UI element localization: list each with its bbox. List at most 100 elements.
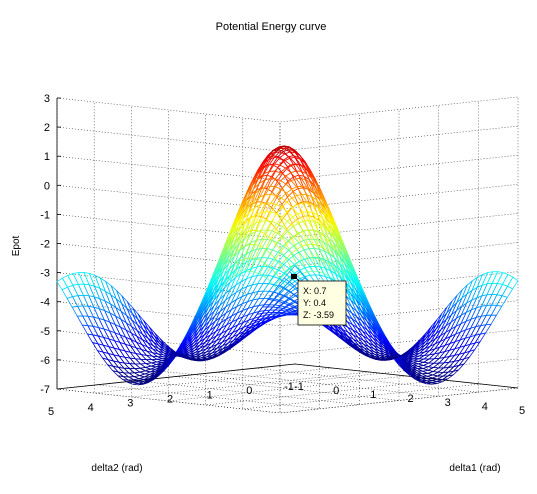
datatip-x: X: 0.7: [303, 286, 327, 296]
x-tick-label: 5: [519, 405, 525, 417]
z-tick-label: 2: [44, 122, 50, 134]
mesh-cell: [491, 271, 504, 284]
mesh-cell: [72, 283, 84, 296]
mesh-cell: [450, 306, 462, 324]
z-tick-label: 3: [44, 93, 50, 105]
y-tick-label: 4: [88, 402, 94, 414]
mesh-cell: [439, 328, 452, 343]
mesh-cell: [486, 271, 499, 285]
z-tick-label: 0: [44, 180, 50, 192]
mesh-cell: [485, 314, 498, 326]
grid-line-y: [294, 97, 519, 389]
z-tick-label: -3: [40, 268, 50, 280]
mesh-cell: [76, 305, 89, 317]
y-tick-label: 5: [48, 406, 54, 418]
mesh-cell: [277, 254, 290, 265]
mesh-cell: [496, 272, 509, 285]
mesh-cell: [220, 314, 233, 330]
datatip-box: [297, 280, 347, 326]
mesh-cell: [303, 248, 316, 259]
mesh-cell: [490, 304, 503, 316]
mesh-cell: [262, 283, 275, 292]
z-tick-label: -1: [40, 209, 50, 221]
mesh-cell: [496, 283, 509, 297]
mesh-cell: [496, 295, 508, 307]
mesh-cell: [456, 293, 468, 311]
mesh-cell: [449, 314, 463, 331]
x-tick-label: 2: [407, 393, 413, 405]
y-tick-label: -1: [284, 381, 294, 393]
mesh-cell: [461, 280, 473, 299]
mesh-cell: [229, 280, 243, 298]
mesh-cell: [225, 305, 238, 321]
mesh-cell: [224, 291, 238, 309]
x-tick-label: 0: [333, 385, 339, 397]
mesh-cell: [444, 318, 457, 334]
datatip-marker: [291, 274, 297, 279]
mesh-cell: [225, 298, 238, 315]
z-tick-label: -6: [40, 355, 50, 367]
surface-mesh: [56, 145, 519, 386]
x-axis-label: delta1 (rad): [449, 463, 500, 474]
mesh-cell: [82, 315, 94, 327]
mesh-cell: [342, 324, 354, 336]
mesh-cell: [72, 272, 85, 285]
mesh-cell: [115, 298, 128, 317]
mesh-cell: [77, 283, 90, 297]
mesh-cell: [485, 294, 498, 306]
mesh-cell: [486, 282, 498, 296]
datatip-y: Y: 0.4: [303, 298, 326, 308]
mesh-cell: [61, 274, 74, 288]
mesh-cell: [83, 283, 95, 298]
y-tick-label: 0: [246, 385, 252, 397]
datatip[interactable]: X: 0.7 Y: 0.4 Z: -3.59: [291, 274, 347, 326]
mesh-cell: [220, 326, 234, 339]
mesh-cell: [67, 273, 79, 286]
chart-title: Potential Energy curve: [216, 21, 327, 33]
z-tick-label: -2: [40, 239, 50, 251]
mesh-cell: [220, 320, 234, 335]
mesh-cell: [82, 305, 95, 318]
mesh-cell: [302, 215, 315, 231]
mesh-cell: [485, 304, 498, 316]
mesh-cell: [93, 306, 105, 321]
mesh-cell: [491, 294, 503, 306]
y-tick-label: 2: [167, 394, 173, 406]
mesh-cell: [78, 272, 90, 286]
mesh-cell: [76, 315, 89, 327]
mesh-cell: [71, 305, 84, 317]
mesh-cell: [110, 285, 122, 304]
z-axis-label: Epot: [11, 235, 22, 256]
mesh-cell: [455, 302, 468, 320]
z-tick-label: 1: [44, 151, 50, 163]
mesh-cell: [281, 220, 294, 232]
x-tick-label: 1: [370, 389, 376, 401]
y-axis-label: delta2 (rad): [91, 463, 142, 474]
z-tick-label: -7: [40, 384, 50, 396]
x-tick-label: -1: [294, 381, 304, 393]
mesh-cell: [82, 294, 95, 308]
mesh-cell: [275, 197, 288, 208]
mesh-cell: [479, 323, 492, 335]
mesh-cell: [480, 304, 493, 317]
mesh-cell: [491, 282, 504, 296]
z-tick-label: -5: [40, 326, 50, 338]
mesh-cell: [460, 289, 473, 308]
y-tick-label: 3: [127, 398, 133, 410]
mesh-cell: [261, 238, 273, 250]
mesh-cell: [501, 273, 514, 287]
mesh-cell: [230, 272, 242, 290]
grid-line-z: [56, 213, 519, 239]
mesh-cell: [126, 308, 138, 325]
mesh-cell: [257, 282, 270, 292]
x-tick-label: 3: [445, 397, 451, 409]
grid-line-z: [56, 96, 519, 123]
mesh-cell: [71, 295, 84, 307]
datatip-z: Z: -3.59: [303, 310, 334, 320]
y-tick-label: 1: [207, 389, 213, 401]
axes-ticks: -7 -6 -5 -4 -3 -2 -1 0 1 2 3 -1 0 1 2 3 4 5 -1 0 1 2 3 4 5: [40, 93, 525, 418]
mesh-cell: [466, 276, 479, 295]
mesh-cell: [77, 294, 89, 307]
x-tick-label: 4: [482, 401, 488, 413]
